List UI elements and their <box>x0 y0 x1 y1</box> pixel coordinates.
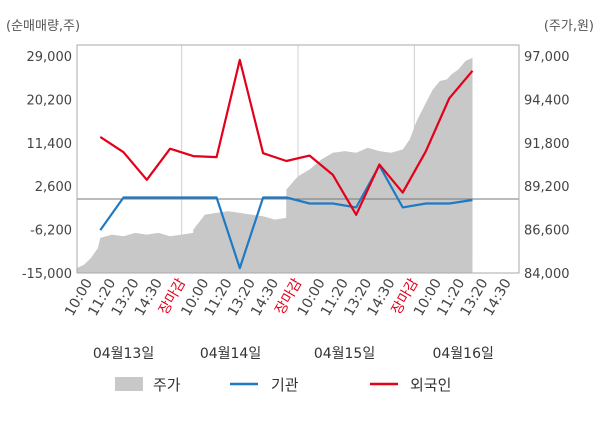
price-area-series <box>77 57 473 274</box>
right-tick-label: 94,400 <box>524 93 570 108</box>
legend-price-label: 주가 <box>153 376 181 394</box>
left-tick-label: 11,400 <box>27 137 73 152</box>
x-axis-ticks: 10:0011:2013:2014:30장마감10:0011:2013:2014… <box>62 276 515 319</box>
left-tick-label: 29,000 <box>27 50 73 65</box>
left-axis-unit: (순매매량,주) <box>6 19 80 34</box>
date-label: 04월16일 <box>432 346 493 362</box>
legend: 주가 기관 외국인 <box>115 376 451 394</box>
legend-institution-label: 기관 <box>271 376 299 394</box>
right-tick-label: 86,600 <box>524 224 570 239</box>
left-tick-label: 2,600 <box>35 180 72 195</box>
date-labels: 04월13일 04월14일 04월15일 04월16일 <box>93 346 494 362</box>
right-tick-label: 84,000 <box>524 267 570 282</box>
right-tick-label: 89,200 <box>524 180 570 195</box>
right-axis-unit: (주가,원) <box>544 19 594 34</box>
left-tick-label: 20,200 <box>27 93 73 108</box>
date-label: 04월15일 <box>314 346 375 362</box>
right-tick-label: 97,000 <box>524 50 570 65</box>
date-label: 04월14일 <box>200 346 261 362</box>
left-tick-label: -15,000 <box>22 267 72 282</box>
legend-price-swatch <box>115 377 143 391</box>
left-tick-label: -6,200 <box>30 224 72 239</box>
foreign-line <box>99 58 474 216</box>
left-axis-ticks: 29,000 20,200 11,400 2,600 -6,200 -15,000 <box>22 50 72 282</box>
plot-border <box>76 44 520 274</box>
right-axis-ticks: 97,000 94,400 91,800 89,200 86,600 84,000 <box>524 50 570 282</box>
right-tick-label: 91,800 <box>524 137 570 152</box>
institution-line <box>99 164 473 270</box>
legend-foreign-label: 외국인 <box>410 376 451 394</box>
date-label: 04월13일 <box>93 346 154 362</box>
